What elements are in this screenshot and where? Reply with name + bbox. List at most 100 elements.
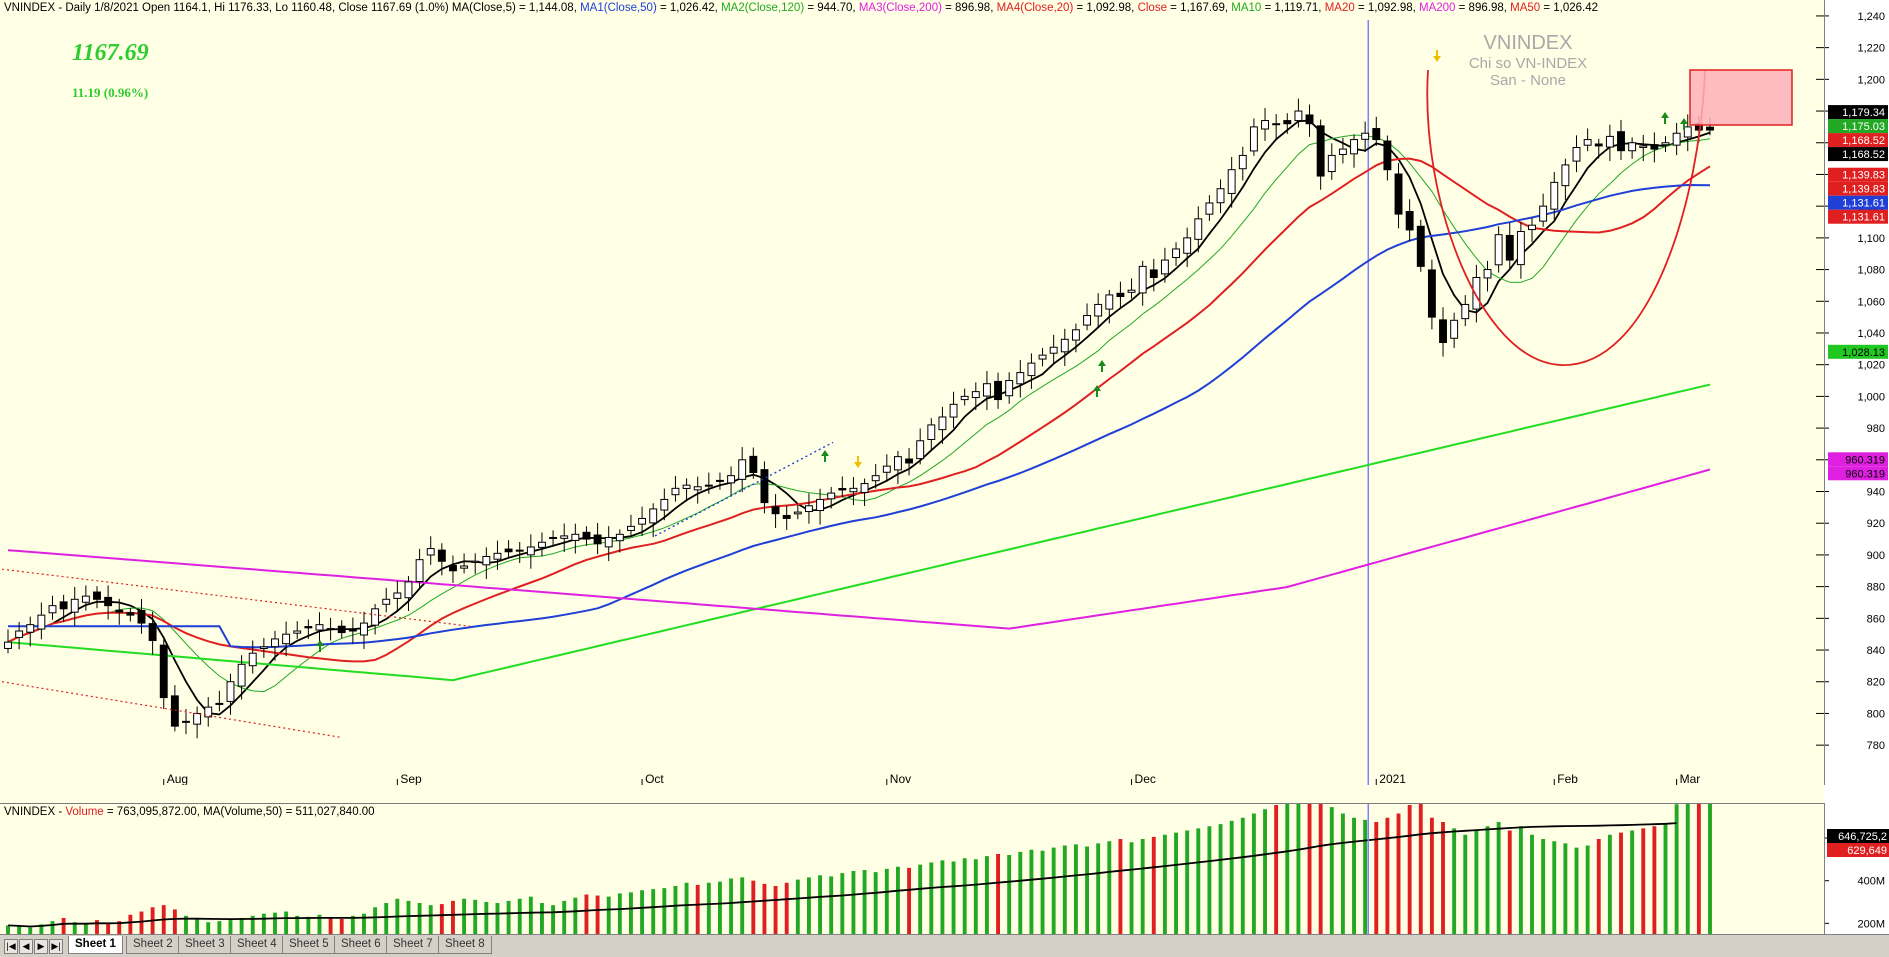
- sheet-nav-button[interactable]: ▶|: [49, 939, 63, 954]
- candle-body: [26, 624, 35, 633]
- sheet-tab-1[interactable]: Sheet 1: [68, 936, 123, 954]
- candle-body: [471, 560, 480, 563]
- candle-body: [193, 712, 202, 725]
- candle-body: [1116, 292, 1125, 298]
- sheet-tab-6[interactable]: Sheet 6: [334, 936, 388, 954]
- time-axis-label: 2021: [1379, 772, 1406, 785]
- volume-pane[interactable]: [0, 803, 1824, 935]
- price-label-box: [1828, 452, 1888, 467]
- price-label-box: [1828, 209, 1888, 224]
- sheet-nav-button[interactable]: ◀: [19, 939, 33, 954]
- header-part-15: MA200: [1419, 2, 1456, 14]
- price-chart-pane[interactable]: Aug Sep Oct Nov Dec 2021 Feb Mar VNINDEX - Dail…: [0, 0, 1824, 786]
- candle-body: [415, 559, 424, 583]
- pane-splitter[interactable]: [0, 785, 1824, 803]
- sheet-tab-4[interactable]: Sheet 4: [230, 936, 284, 954]
- candle-body: [1361, 132, 1370, 140]
- price-axis-label: 980: [1867, 423, 1885, 435]
- candle-body: [1227, 169, 1236, 194]
- price-chart[interactable]: Aug Sep Oct Nov Dec 2021 Feb Mar: [0, 0, 1824, 785]
- sheet-tab-5[interactable]: Sheet 5: [282, 936, 336, 954]
- candle-body: [1071, 329, 1080, 341]
- header-part-11: MA10: [1231, 2, 1262, 14]
- candle-body: [1561, 164, 1570, 187]
- candle-body: [1105, 294, 1114, 310]
- cup-pattern-curve: [1426, 69, 1706, 366]
- candle-body: [360, 622, 368, 636]
- candle-body: [104, 596, 113, 607]
- price-axis[interactable]: 1,2401,2201,2001,1801,1601,1401,1201,100…: [1824, 0, 1889, 785]
- sheet-nav-button[interactable]: |◀: [4, 939, 18, 954]
- candle-body: [1338, 148, 1347, 155]
- header-part-17: MA50: [1510, 2, 1541, 14]
- candle-body: [1238, 154, 1247, 170]
- ma10-line: [7, 134, 1711, 693]
- price-axis-label: 900: [1867, 550, 1885, 562]
- buy-signal-arrow: [316, 640, 324, 652]
- candle-body: [1261, 120, 1269, 130]
- volume-ma-line: [7, 822, 1677, 928]
- candle-body: [1083, 315, 1091, 326]
- candle-body: [15, 630, 24, 638]
- candle-body: [760, 469, 769, 504]
- price-label: 1,131.61: [1842, 198, 1885, 210]
- candle-body: [1550, 181, 1559, 210]
- price-label: 1,131.61: [1842, 212, 1885, 224]
- candle-body: [916, 440, 925, 460]
- price-label: 1,168.52: [1842, 149, 1885, 161]
- candle-body: [682, 484, 691, 489]
- price-axis-label: 920: [1867, 518, 1885, 530]
- header-part-2: = 1,026.42,: [656, 2, 722, 14]
- candle-body: [905, 458, 914, 464]
- candle-body: [148, 623, 157, 642]
- candle-body: [816, 498, 825, 512]
- ma50-line: [8, 183, 1711, 649]
- sheet-tab-2[interactable]: Sheet 2: [126, 936, 180, 954]
- candle-body: [1583, 139, 1592, 146]
- price-label-box: [1828, 105, 1888, 120]
- candle-body: [1383, 140, 1392, 171]
- candle-body: [1617, 131, 1625, 152]
- sheet-tab-7[interactable]: Sheet 7: [386, 936, 440, 954]
- candle-body: [871, 475, 880, 482]
- candle-body: [1516, 231, 1525, 266]
- candle-body: [226, 681, 235, 702]
- price-label-box: [1828, 147, 1888, 162]
- candle-body: [1605, 135, 1614, 148]
- price-label: 1,179.34: [1842, 107, 1885, 119]
- buy-signal-arrow: [1098, 360, 1106, 372]
- candle-body: [893, 456, 902, 471]
- candle-body: [1049, 346, 1058, 354]
- price-label-box: [1828, 133, 1888, 148]
- candle-body: [337, 625, 346, 634]
- candle-body: [37, 614, 46, 630]
- candle-body: [1494, 234, 1503, 266]
- candle-body: [971, 391, 980, 399]
- volume-label: 629,649: [1847, 845, 1887, 857]
- sheet-nav-button[interactable]: ▶: [34, 939, 48, 954]
- price-header: VNINDEX - Daily 1/8/2021 Open 1164.1, Hi…: [4, 2, 1598, 14]
- candle-body: [1472, 276, 1481, 310]
- watermark-sector: San - None: [1490, 72, 1566, 89]
- symbol-watermark: VNINDEX Chi so VN-INDEX San - None: [1448, 32, 1608, 89]
- candle-body: [938, 416, 947, 431]
- price-label: 960.319: [1845, 454, 1885, 466]
- sheet-tab-8[interactable]: Sheet 8: [438, 936, 492, 954]
- candle-body: [170, 695, 179, 727]
- time-axis-label: Mar: [1680, 772, 1701, 785]
- candle-body: [1639, 145, 1648, 148]
- price-axis-label: 1,080: [1857, 265, 1885, 277]
- price-axis-label: 800: [1867, 708, 1885, 720]
- candle-body: [638, 517, 647, 525]
- candle-body: [582, 531, 591, 540]
- volume-chart[interactable]: [0, 804, 1824, 935]
- time-axis-label: Feb: [1557, 772, 1578, 785]
- sheet-tab-3[interactable]: Sheet 3: [178, 936, 232, 954]
- sheet-tab-bar: |◀ ◀ ▶ ▶| Sheet 1 Sheet 2 Sheet 3 Sheet 4 Sheet …: [0, 934, 1889, 957]
- candle-body: [1016, 372, 1025, 385]
- candle-body: [1149, 269, 1158, 278]
- price-axis-label: 1,020: [1857, 360, 1885, 372]
- candle-body: [515, 549, 524, 552]
